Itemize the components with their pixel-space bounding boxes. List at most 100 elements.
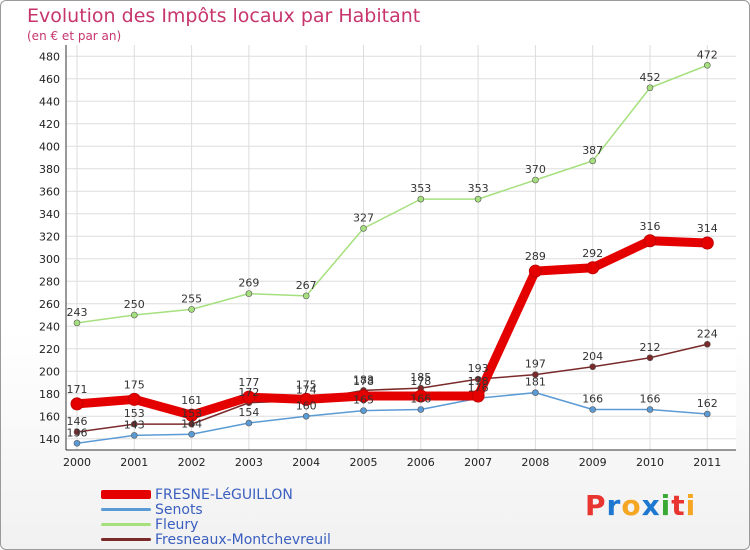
legend-item: Senots bbox=[101, 502, 331, 518]
y-tick-label: 360 bbox=[39, 185, 60, 198]
chart-title: Evolution des Impôts locaux par Habitant bbox=[27, 5, 421, 27]
data-label: 327 bbox=[353, 211, 374, 224]
y-tick-label: 160 bbox=[39, 410, 60, 423]
data-label: 353 bbox=[410, 182, 431, 195]
x-tick-label: 2002 bbox=[178, 456, 206, 469]
data-label: 314 bbox=[697, 222, 718, 235]
y-tick-label: 400 bbox=[39, 140, 60, 153]
data-point bbox=[703, 340, 711, 348]
data-point bbox=[360, 225, 367, 232]
data-label: 172 bbox=[238, 386, 259, 399]
data-label: 146 bbox=[67, 415, 88, 428]
data-label: 243 bbox=[67, 306, 88, 319]
y-tick-label: 240 bbox=[39, 320, 60, 333]
legend-label: FRESNE-LéGUILLON bbox=[155, 486, 293, 503]
x-tick-label: 2010 bbox=[636, 456, 664, 469]
data-label: 166 bbox=[640, 393, 661, 406]
series-line bbox=[72, 236, 712, 420]
data-label: 171 bbox=[67, 383, 88, 396]
x-tick-label: 2004 bbox=[292, 456, 320, 469]
data-label: 197 bbox=[525, 358, 546, 371]
data-label: 269 bbox=[238, 277, 259, 290]
logo-letter: P bbox=[585, 489, 607, 522]
y-tick-label: 440 bbox=[39, 95, 60, 108]
data-label: 153 bbox=[181, 407, 202, 420]
data-label: 193 bbox=[468, 362, 489, 375]
data-point bbox=[417, 406, 425, 413]
logo-letter: o bbox=[621, 489, 642, 522]
data-point bbox=[185, 408, 199, 422]
data-label: 204 bbox=[582, 350, 603, 363]
y-tick-label: 280 bbox=[39, 275, 60, 288]
data-point bbox=[70, 397, 84, 411]
legend-swatch bbox=[101, 490, 151, 499]
data-point bbox=[700, 236, 714, 250]
data-point bbox=[188, 430, 195, 438]
data-label: 160 bbox=[296, 399, 317, 412]
series-line bbox=[76, 64, 709, 324]
y-tick-label: 340 bbox=[39, 208, 60, 221]
y-tick-label: 140 bbox=[39, 433, 60, 446]
data-point bbox=[127, 392, 141, 406]
data-point bbox=[299, 392, 313, 406]
data-label: 452 bbox=[640, 71, 661, 84]
series-line bbox=[76, 343, 709, 433]
data-label: 178 bbox=[410, 375, 431, 388]
legend-item: FRESNE-LéGUILLON bbox=[101, 486, 331, 503]
x-tick-label: 2003 bbox=[235, 456, 263, 469]
data-point bbox=[703, 61, 711, 69]
y-tick-label: 200 bbox=[39, 365, 60, 378]
y-tick-label: 300 bbox=[39, 253, 60, 266]
data-label: 175 bbox=[124, 378, 145, 391]
data-label: 154 bbox=[238, 406, 259, 419]
x-tick-label: 2008 bbox=[521, 456, 549, 469]
data-point bbox=[643, 234, 657, 248]
data-point bbox=[245, 419, 253, 427]
data-point bbox=[188, 306, 195, 313]
data-label: 267 bbox=[296, 279, 317, 292]
logo-letter: i bbox=[685, 489, 697, 522]
data-point bbox=[586, 261, 600, 275]
data-label: 183 bbox=[353, 373, 374, 386]
logo-letter: t bbox=[671, 489, 686, 522]
data-point bbox=[646, 406, 654, 413]
data-point bbox=[414, 389, 428, 403]
legend-swatch bbox=[101, 508, 151, 511]
data-point bbox=[360, 407, 367, 414]
y-tick-label: 480 bbox=[39, 50, 60, 63]
data-label: 353 bbox=[468, 182, 489, 195]
data-point bbox=[302, 292, 310, 300]
data-point bbox=[131, 420, 138, 428]
data-label: 212 bbox=[640, 341, 661, 354]
legend-label: Fresneaux-Montchevreuil bbox=[155, 531, 331, 548]
data-label: 185 bbox=[410, 371, 431, 384]
legend-item: Fresneaux-Montchevreuil bbox=[101, 531, 331, 548]
data-label: 370 bbox=[525, 163, 546, 176]
data-label: 289 bbox=[525, 250, 546, 263]
data-label: 175 bbox=[296, 378, 317, 391]
plot-area bbox=[66, 45, 736, 450]
y-tick-label: 220 bbox=[39, 343, 60, 356]
y-tick-label: 260 bbox=[39, 298, 60, 311]
data-label: 165 bbox=[353, 394, 374, 407]
data-point bbox=[589, 363, 597, 371]
data-label: 250 bbox=[124, 298, 145, 311]
data-point bbox=[474, 375, 482, 383]
x-tick-label: 2009 bbox=[579, 456, 607, 469]
x-tick-label: 2011 bbox=[693, 456, 721, 469]
data-label: 144 bbox=[181, 417, 202, 430]
data-point bbox=[703, 410, 711, 418]
logo-letter: r bbox=[606, 489, 622, 522]
data-label: 224 bbox=[697, 327, 718, 340]
data-point bbox=[357, 389, 370, 403]
x-tick-label: 2000 bbox=[63, 456, 91, 469]
legend-swatch bbox=[101, 538, 151, 541]
data-label: 292 bbox=[582, 247, 603, 260]
data-label: 166 bbox=[582, 393, 603, 406]
data-label: 255 bbox=[181, 292, 202, 305]
data-label: 178 bbox=[468, 375, 489, 388]
y-tick-label: 180 bbox=[39, 388, 60, 401]
x-tick-label: 2005 bbox=[350, 456, 378, 469]
data-label: 166 bbox=[410, 393, 431, 406]
